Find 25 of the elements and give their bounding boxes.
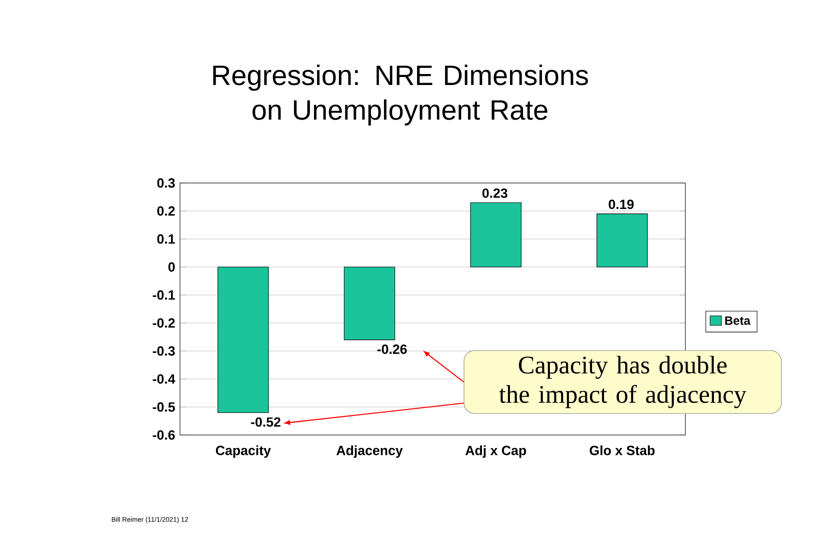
y-tick-label: 0.1	[157, 234, 175, 244]
x-tick-label: Capacity	[216, 445, 271, 458]
data-label: -0.26	[377, 344, 407, 354]
bar	[344, 266, 396, 340]
y-tick-label: -0.4	[152, 374, 176, 384]
legend-label: Beta	[725, 316, 750, 325]
y-tick-label: -0.2	[152, 318, 175, 328]
x-tick-label: Glo x Stab	[590, 445, 655, 456]
data-label: -0.52	[251, 417, 280, 427]
x-tick-label: Adjacency	[336, 445, 403, 458]
bar	[596, 214, 648, 268]
x-tick-label: Adj x Cap	[465, 445, 526, 458]
data-label: 0.23	[482, 188, 508, 198]
bar	[470, 202, 522, 268]
y-tick-label: -0.3	[152, 346, 175, 356]
y-tick-label: 0.2	[157, 206, 175, 216]
y-tick-label: -0.6	[152, 430, 175, 440]
y-tick-label: -0.5	[152, 402, 175, 412]
y-tick-label: 0.3	[157, 178, 175, 188]
annotation: Capacity has double the impact of adjacency	[499, 356, 746, 408]
y-tick-label: -0.1	[152, 290, 175, 300]
data-label: 0.19	[608, 200, 634, 210]
chart-title: Regression: NRE Dimensions on Unemployment Rate	[213, 64, 588, 126]
bar	[218, 266, 269, 413]
y-tick-label: 0	[168, 262, 175, 272]
